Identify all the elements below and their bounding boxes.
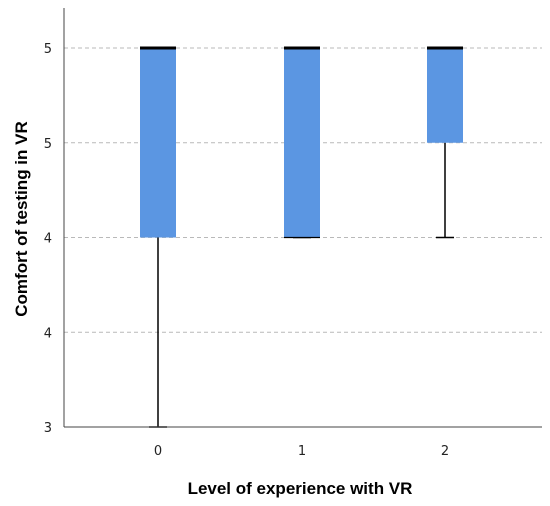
x-tick-label: 1 [298,444,306,459]
box-plot-series [140,46,463,428]
y-tick-label: 3 [44,421,52,436]
y-tick-label: 5 [44,137,52,152]
box [284,48,320,238]
y-tick-label: 5 [44,42,52,57]
y-tick-label: 4 [44,232,52,247]
axes [63,8,542,428]
box-group-1 [284,46,320,239]
x-tick-labels: 0 1 2 [154,444,449,459]
x-tick-label: 0 [154,444,162,459]
x-tick-label: 2 [441,444,449,459]
box [140,48,176,238]
box-group-2 [427,46,463,239]
y-tick-label: 4 [44,326,52,341]
y-tick-labels: 3 4 4 5 5 [44,42,52,436]
box [427,48,463,143]
box-group-0 [140,46,176,428]
y-axis-title: Comfort of testing in VR [12,121,31,316]
x-axis-title: Level of experience with VR [188,479,413,498]
